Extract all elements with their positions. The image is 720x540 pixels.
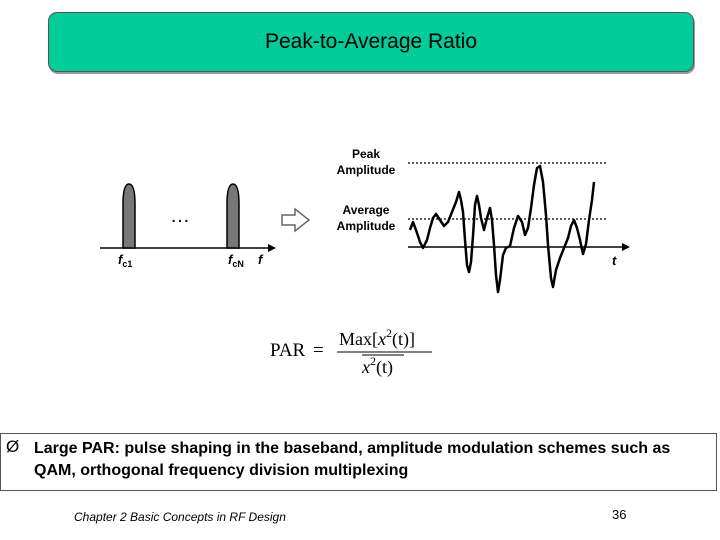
denominator-x: x — [361, 357, 370, 377]
bullet-box: Ø Large PAR: pulse shaping in the baseba… — [0, 433, 717, 491]
time-domain-plot: Peak Amplitude Average Amplitude t — [337, 147, 630, 294]
numerator-t: (t) — [392, 329, 409, 350]
page-number: 36 — [612, 507, 627, 522]
formula-numerator: Max[x2(t)] — [339, 326, 415, 350]
fcN-label: fcN — [228, 252, 244, 269]
title-banner: Peak-to-Average Ratio — [48, 12, 694, 72]
t-axis-label: t — [612, 253, 617, 268]
par-formula: PAR = Max[x2(t)] x2(t) — [270, 326, 432, 378]
numerator-exp: 2 — [386, 326, 392, 340]
f-axis-label: f — [258, 252, 264, 267]
spectrum-ellipsis: … — [170, 205, 190, 227]
denominator-t: (t) — [376, 357, 393, 378]
numerator-x: x — [377, 329, 386, 349]
formula-denominator: x2(t) — [361, 354, 393, 378]
fc1-label: fc1 — [118, 252, 132, 269]
avg-label-line1: Average — [343, 203, 390, 217]
carrier-fcN — [226, 183, 240, 249]
fc1-sub: c1 — [122, 259, 132, 269]
formula-equals: = — [313, 340, 324, 361]
formula-lhs: PAR — [270, 340, 306, 361]
footer-chapter: Chapter 2 Basic Concepts in RF Design — [74, 510, 286, 524]
fcN-sub: cN — [232, 259, 244, 269]
time-axis-arrow — [622, 243, 630, 251]
peak-label-line2: Amplitude — [337, 163, 396, 177]
fcN-f: f — [228, 252, 234, 267]
denominator-exp: 2 — [370, 354, 376, 368]
bullet-text: Large PAR: pulse shaping in the baseband… — [34, 440, 671, 479]
numerator-max: Max — [339, 329, 372, 349]
transform-arrow-icon — [281, 207, 311, 233]
bullet-arrow-icon: Ø — [6, 437, 20, 456]
spectrum-axis-arrow — [268, 244, 276, 252]
spectrum-plot: … fc1 fcN f — [100, 183, 276, 269]
carrier-fc1 — [122, 183, 136, 249]
slide-title: Peak-to-Average Ratio — [264, 30, 478, 53]
avg-label-line2: Amplitude — [337, 219, 396, 233]
peak-label-line1: Peak — [352, 147, 380, 161]
signal-waveform — [408, 164, 596, 294]
fc1-f: f — [118, 252, 124, 267]
